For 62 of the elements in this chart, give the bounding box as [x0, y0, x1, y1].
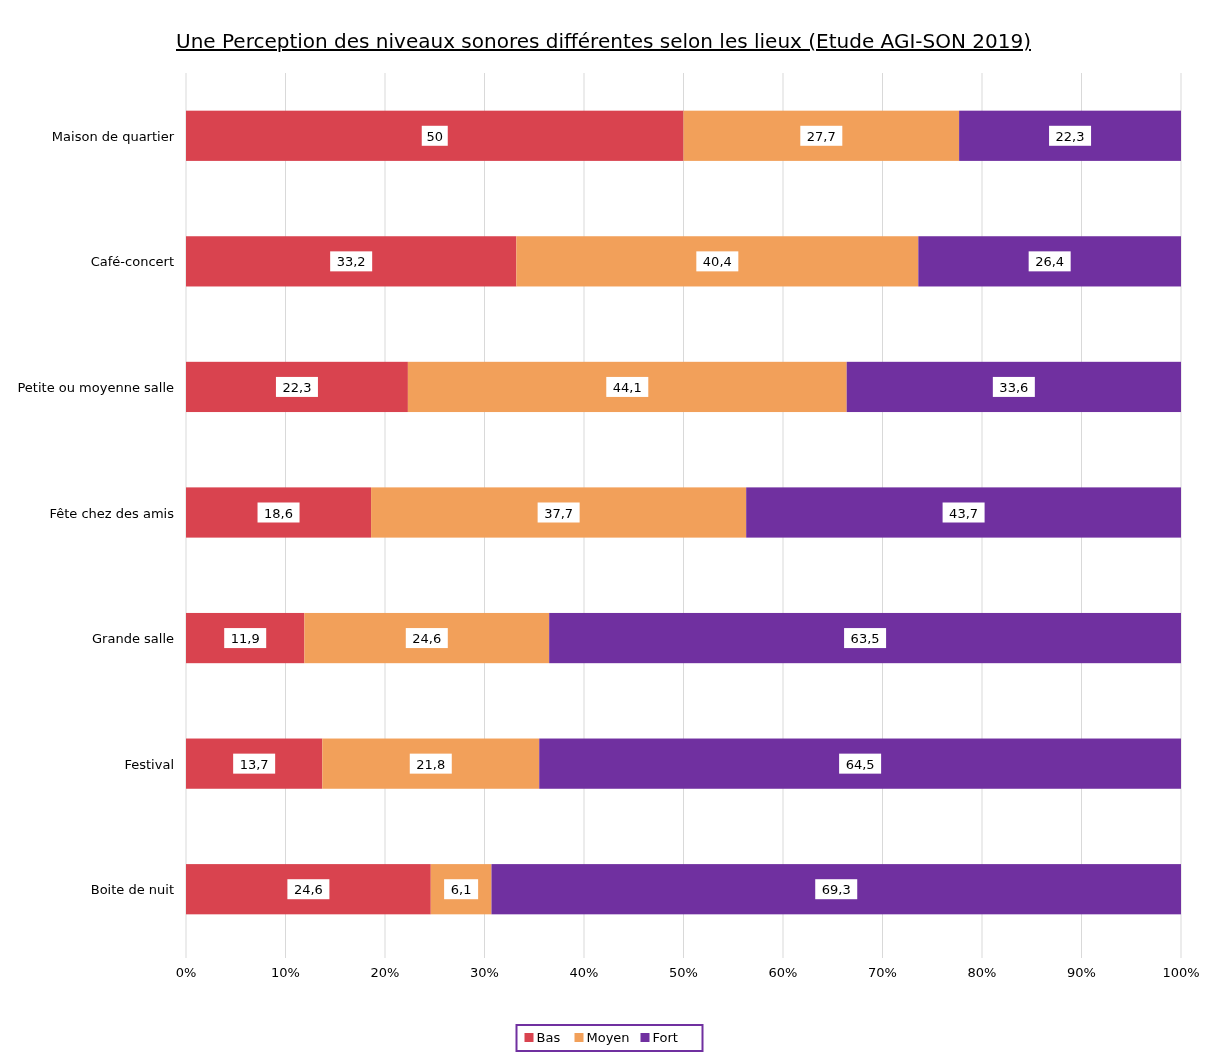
bar: [539, 738, 1181, 789]
bar: [304, 612, 550, 664]
y-tick-label: Petite ou moyenne salle: [17, 379, 174, 395]
x-tick-label: 60%: [768, 965, 798, 980]
data-label: 50: [426, 128, 444, 144]
data-label: 24,6: [412, 631, 442, 647]
x-tick-label: 50%: [669, 965, 698, 980]
x-tick-label: 40%: [569, 965, 599, 980]
x-tick-label: 0%: [175, 965, 197, 980]
bar: [918, 236, 1181, 287]
data-label: 64,5: [845, 756, 875, 772]
y-tick-label: Boite de nuit: [90, 882, 174, 898]
data-label: 69,3: [821, 882, 851, 898]
data-label: 22,3: [1055, 128, 1085, 144]
x-tick-label: 80%: [967, 965, 997, 980]
data-label: 37,7: [544, 505, 574, 521]
bar: [549, 612, 1181, 664]
data-label: 63,5: [850, 631, 880, 647]
bar: [186, 738, 323, 789]
data-label: 40,4: [702, 254, 732, 270]
data-label: 22,3: [282, 379, 312, 395]
data-label: 6,1: [450, 882, 472, 898]
legend-label: Fort: [652, 1030, 678, 1045]
legend-label: Bas: [536, 1030, 561, 1045]
data-label: 43,7: [949, 505, 979, 521]
bar: [959, 110, 1181, 161]
bar: [371, 487, 747, 538]
bar: [746, 487, 1181, 538]
bar: [186, 361, 408, 413]
bar: [186, 236, 517, 287]
data-label: 13,7: [239, 756, 269, 772]
bar: [186, 110, 684, 161]
x-tick-label: 10%: [271, 965, 300, 980]
data-label: 26,4: [1035, 254, 1065, 270]
legend-label: Moyen: [586, 1030, 630, 1045]
x-tick-label: 20%: [370, 965, 400, 980]
y-tick-label: Festival: [124, 756, 174, 772]
x-tick-label: 70%: [868, 965, 897, 980]
bar: [491, 864, 1181, 915]
data-label: 27,7: [806, 128, 836, 144]
data-label: 21,8: [416, 756, 446, 772]
y-tick-label: Café-concert: [90, 254, 174, 270]
x-tick-label: 90%: [1067, 965, 1096, 980]
bar: [322, 738, 540, 789]
chart-title: Une Perception des niveaux sonores différentes selon les lieux (Etude AGI-SON 2019): [176, 29, 1031, 53]
bar: [516, 236, 919, 287]
data-label: 11,9: [230, 631, 260, 647]
data-label: 33,2: [336, 254, 366, 270]
data-label: 18,6: [264, 505, 294, 521]
x-tick-label: 30%: [470, 965, 499, 980]
bar: [186, 487, 372, 538]
y-tick-label: Maison de quartier: [51, 128, 175, 144]
bar: [407, 361, 847, 413]
bar: [186, 864, 431, 915]
x-tick-label: 100%: [1162, 965, 1200, 980]
data-label: 24,6: [293, 882, 323, 898]
y-tick-label: Fête chez des amis: [49, 505, 175, 521]
bar: [846, 361, 1181, 413]
data-label: 44,1: [612, 379, 642, 395]
data-label: 33,6: [999, 379, 1029, 395]
bar: [683, 110, 960, 161]
y-tick-label: Grande salle: [92, 631, 174, 647]
